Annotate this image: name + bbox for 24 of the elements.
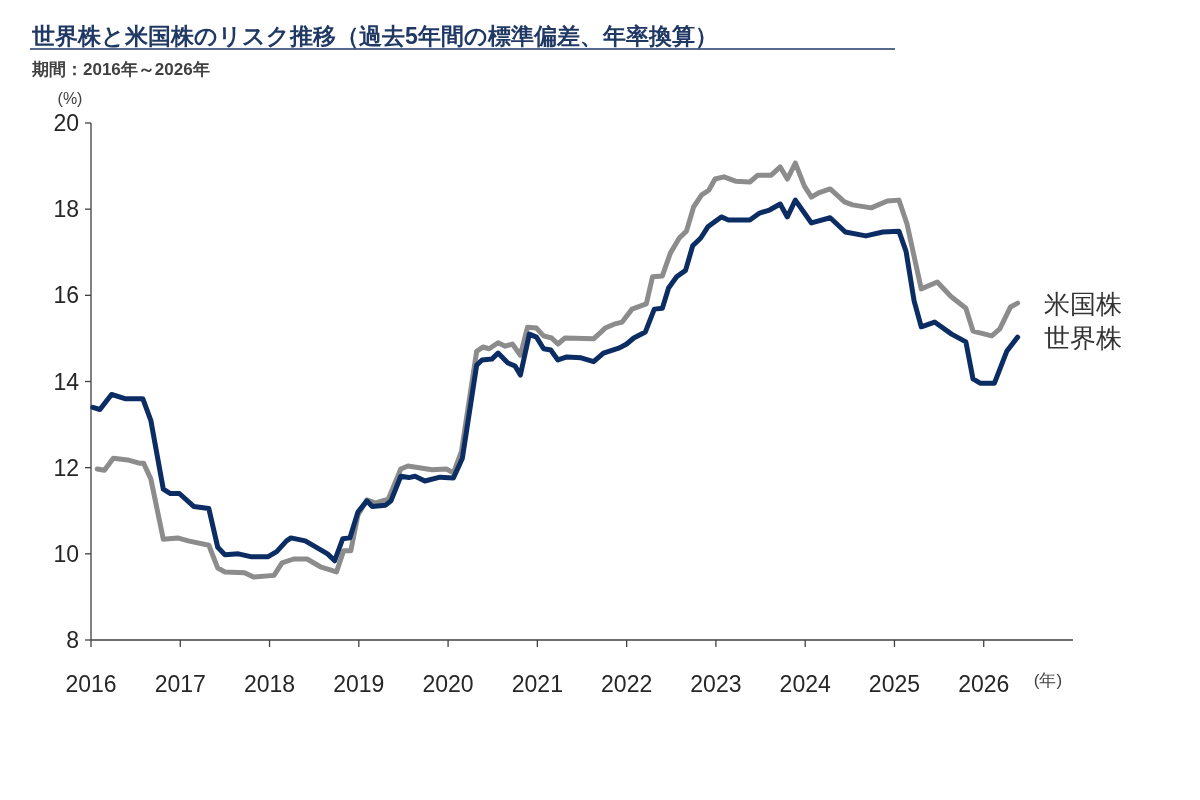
ytick: 18 — [53, 196, 79, 223]
ytick: 14 — [53, 368, 79, 395]
xtick: 2016 — [65, 671, 117, 697]
xtick: 2019 — [333, 671, 385, 697]
ytick: 16 — [53, 282, 79, 309]
xtick: 2018 — [243, 671, 296, 697]
subtitle: 期間：2016年～2026年 — [32, 60, 210, 79]
series-label: 米国株 — [1043, 289, 1122, 320]
xtick: 2025 — [868, 671, 921, 697]
xtick: 2021 — [511, 671, 563, 697]
ytick: 20 — [53, 110, 79, 136]
ytick: 8 — [66, 627, 79, 653]
xtick: 2020 — [422, 671, 474, 697]
title: 世界株と米国株のリスク推移（過去5年間の標準偏差、年率換算） — [32, 23, 718, 49]
xtick: 2017 — [154, 671, 206, 697]
ylabel: (%) — [57, 90, 83, 107]
ytick: 12 — [53, 454, 79, 481]
ytick: 10 — [53, 540, 79, 567]
xlabel: (年) — [1033, 671, 1063, 690]
xtick: 2024 — [779, 671, 831, 697]
xtick: 2023 — [690, 671, 742, 697]
xtick: 2026 — [958, 671, 1010, 697]
xtick: 2022 — [601, 671, 653, 697]
series-label: 世界株 — [1043, 323, 1122, 354]
